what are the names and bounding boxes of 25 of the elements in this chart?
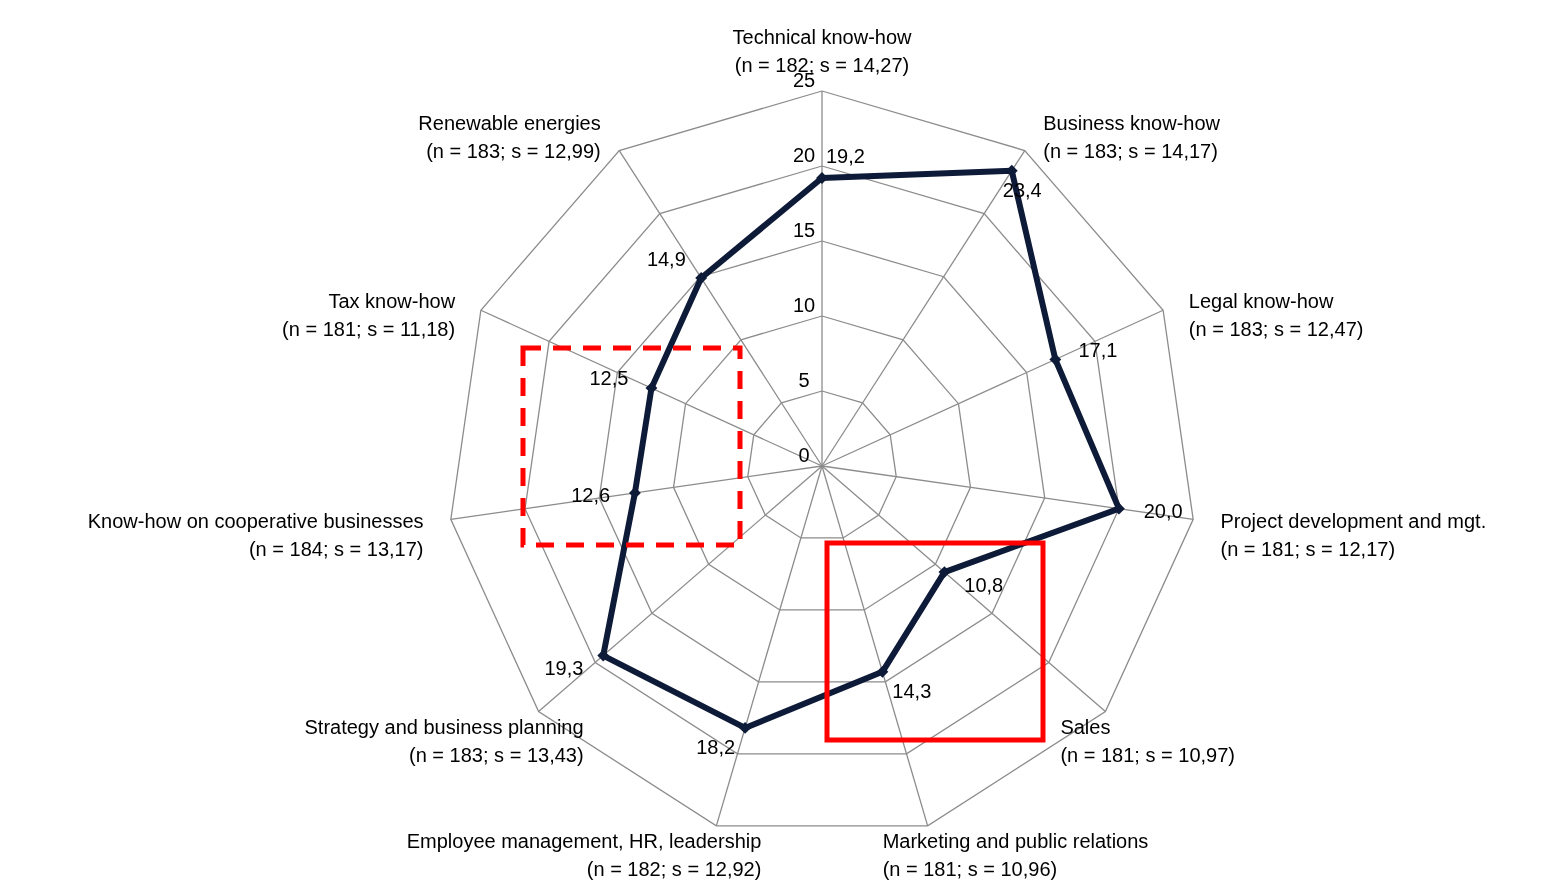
spoke-label: Sales (n = 181; s = 10,97) — [1060, 715, 1235, 766]
y-tick-label: 20 — [792, 144, 816, 166]
y-tick-label: 0 — [798, 444, 810, 466]
data-label: 20,0 — [1143, 499, 1183, 522]
data-label: 14,9 — [646, 248, 686, 271]
spoke-label: Tax know-how (n = 181; s = 11,18) — [282, 290, 456, 341]
spoke-label: Renewable energies (n = 183; s = 12,99) — [418, 112, 601, 163]
spoke-label: Project development and mgt. (n = 181; s = 12,17) — [1220, 510, 1487, 561]
data-label: 12,6 — [571, 483, 611, 506]
data-label: 14,3 — [892, 679, 932, 702]
data-label: 18,2 — [696, 736, 736, 759]
data-label: 10,8 — [964, 573, 1004, 596]
spoke-label: Marketing and public relations (n = 181; s = 10,96) — [882, 829, 1149, 880]
data-label: 19,2 — [826, 145, 865, 167]
y-tick-label: 10 — [792, 294, 816, 316]
spoke-label: Employee management, HR, leadership (n = 182; s = 12,92) — [406, 829, 762, 880]
y-tick-label: 5 — [798, 369, 810, 391]
data-label: 17,1 — [1078, 338, 1118, 361]
spoke-label: Legal know-how (n = 183; s = 12,47) — [1188, 290, 1364, 341]
spoke-label: Know-how on cooperative businesses (n = 184; s = 13,17) — [87, 510, 424, 561]
y-tick-label: 15 — [792, 219, 816, 241]
spoke-label: Business know-how (n = 183; s = 14,17) — [1043, 112, 1221, 163]
spoke-label: Strategy and business planning (n = 183; s = 13,43) — [304, 715, 584, 766]
data-label: 19,3 — [544, 657, 584, 680]
data-label: 12,5 — [589, 367, 629, 390]
